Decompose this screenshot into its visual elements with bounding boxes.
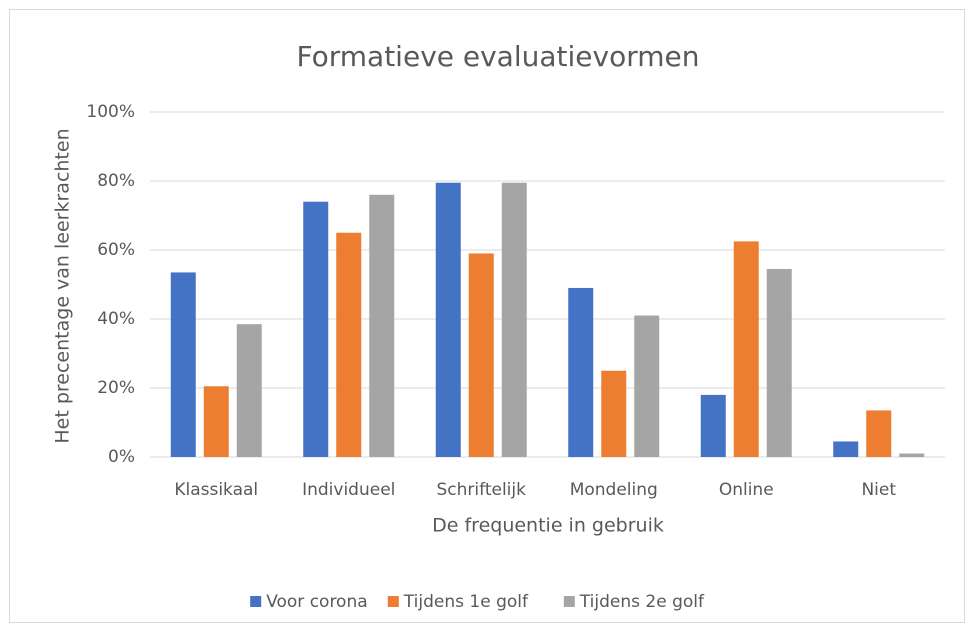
y-tick-label: 0% <box>108 447 135 467</box>
x-tick-label: Online <box>719 480 774 500</box>
x-tick-label: Klassikaal <box>174 480 258 500</box>
bar <box>766 268 792 457</box>
bar <box>236 324 262 457</box>
bar <box>501 182 527 457</box>
bar <box>568 287 594 457</box>
y-tick-label: 60% <box>97 240 135 260</box>
bar <box>369 194 395 458</box>
bar <box>700 394 726 457</box>
x-axis-label: De frequentie in gebruik <box>432 515 664 537</box>
bar <box>303 201 329 457</box>
legend-label: Voor corona <box>266 592 367 612</box>
legend-swatch <box>387 596 399 607</box>
bar <box>468 253 494 457</box>
y-axis-label: Het precentage van leerkrachten <box>52 128 74 443</box>
bar <box>634 315 660 457</box>
bar <box>203 386 229 457</box>
bar <box>833 441 859 457</box>
y-tick-label: 100% <box>86 102 135 122</box>
legend-label: Tijdens 1e golf <box>403 592 529 612</box>
bar <box>866 410 892 457</box>
bar <box>170 272 196 457</box>
y-tick-label: 20% <box>97 378 135 398</box>
bar <box>601 370 627 457</box>
y-tick-label: 40% <box>97 309 135 329</box>
x-tick-label: Individueel <box>302 480 395 500</box>
bar <box>435 182 461 457</box>
legend-swatch <box>250 596 262 607</box>
x-tick-label: Schriftelijk <box>437 480 527 500</box>
y-tick-label: 80% <box>97 171 135 191</box>
bar <box>733 241 759 457</box>
chart-title: Formatieve evaluatievormen <box>297 40 700 73</box>
legend-swatch <box>563 596 575 607</box>
bar <box>336 232 362 457</box>
x-tick-label: Niet <box>861 480 896 500</box>
legend-label: Tijdens 2e golf <box>579 592 705 612</box>
x-tick-label: Mondeling <box>570 480 658 500</box>
bar <box>899 453 925 457</box>
